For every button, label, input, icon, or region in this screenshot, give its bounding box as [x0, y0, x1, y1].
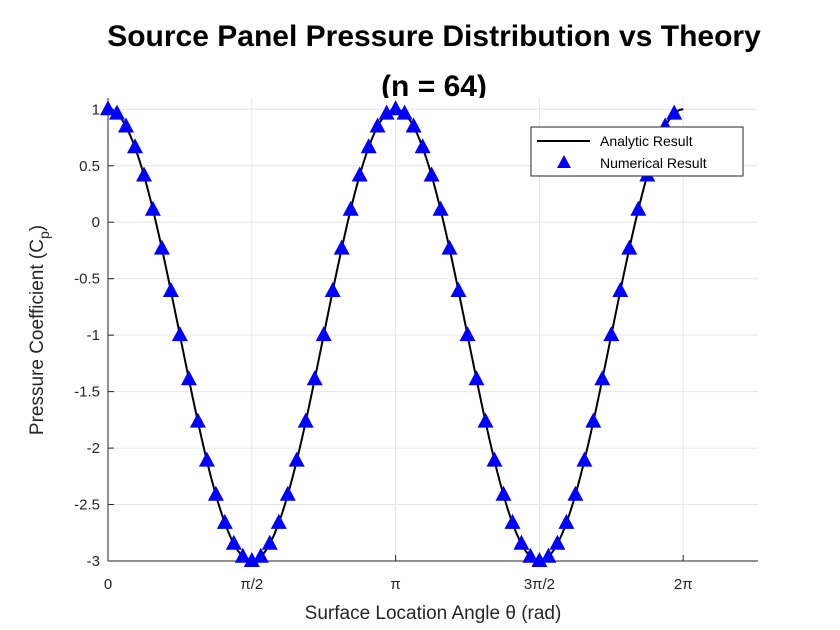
numerical-marker	[540, 547, 557, 563]
numerical-marker	[549, 534, 566, 550]
numerical-marker	[162, 282, 179, 297]
x-axis-label: Surface Location Angle θ (rad)	[305, 603, 562, 624]
numerical-marker	[144, 200, 161, 216]
numerical-marker	[576, 451, 593, 467]
chart-title-line2: (n = 64)	[381, 70, 487, 103]
numerical-marker	[630, 200, 647, 216]
numerical-marker	[441, 239, 458, 255]
numerical-marker	[351, 166, 368, 182]
numerical-marker	[666, 104, 683, 120]
numerical-marker	[387, 100, 404, 116]
y-tick-label: -1.5	[74, 384, 100, 401]
numerical-marker	[243, 552, 260, 567]
numerical-marker	[360, 138, 377, 154]
y-axis-label: Pressure Coefficient (Cp)	[27, 225, 52, 435]
numerical-marker	[153, 239, 170, 255]
numerical-marker	[612, 282, 629, 297]
y-axis-label-main: Pressure Coefficient (C	[27, 239, 48, 435]
legend: Analytic Result Numerical Result	[530, 126, 744, 177]
numerical-marker	[432, 200, 449, 216]
numerical-marker	[486, 451, 503, 467]
y-axis-label-sub: p	[36, 231, 52, 239]
numerical-marker	[603, 326, 620, 342]
y-tick-label: -0.5	[74, 271, 100, 288]
numerical-marker	[621, 239, 638, 255]
numerical-marker	[567, 485, 584, 501]
legend-label-numerical: Numerical Result	[600, 155, 707, 171]
numerical-marker	[477, 412, 494, 428]
numerical-marker	[207, 485, 224, 501]
numerical-marker	[423, 166, 440, 182]
numerical-marker	[100, 100, 116, 116]
numerical-marker	[522, 547, 539, 563]
numerical-marker	[261, 534, 278, 550]
numerical-marker	[585, 412, 602, 428]
numerical-marker	[216, 513, 233, 529]
numerical-marker	[136, 166, 152, 182]
numerical-marker	[459, 326, 476, 342]
numerical-marker	[118, 117, 134, 133]
chart-title-line1: Source Panel Pressure Distribution vs Th…	[107, 20, 761, 53]
numerical-marker	[369, 117, 386, 133]
numerical-marker	[378, 104, 395, 120]
x-tick-label: 2π	[674, 576, 693, 593]
x-tick-label: 0	[104, 576, 112, 593]
numerical-marker	[342, 200, 359, 216]
x-tick-label: π/2	[240, 576, 263, 593]
legend-marker-swatch	[557, 155, 571, 168]
numerical-marker	[180, 370, 197, 386]
numerical-marker	[333, 239, 350, 255]
numerical-marker	[109, 104, 125, 120]
y-axis-label-end: )	[27, 225, 48, 231]
numerical-marker	[297, 412, 314, 428]
tick-labels: 0 π/2 π 3π/2 2π 1 0.5 0 -0.5 -1 -1.5 -2 -2.5 -3	[74, 101, 692, 593]
axes	[107, 98, 758, 562]
x-tick-label: π	[390, 576, 400, 593]
numerical-marker	[396, 104, 413, 120]
numerical-series	[100, 100, 683, 567]
numerical-marker	[225, 534, 242, 550]
numerical-marker	[405, 117, 422, 133]
numerical-marker	[558, 513, 575, 529]
y-tick-label: -1	[87, 327, 100, 344]
numerical-marker	[315, 326, 332, 342]
numerical-marker	[468, 370, 485, 386]
y-tick-label: -2.5	[74, 497, 100, 514]
y-tick-label: 0	[92, 214, 100, 231]
numerical-marker	[279, 485, 296, 501]
numerical-marker	[189, 412, 206, 428]
numerical-marker	[495, 485, 512, 501]
numerical-marker	[324, 282, 341, 297]
numerical-marker	[270, 513, 287, 529]
numerical-marker	[288, 451, 305, 467]
numerical-marker	[414, 138, 431, 154]
numerical-marker	[198, 451, 215, 467]
y-tick-label: 0.5	[79, 158, 100, 175]
numerical-marker	[594, 370, 611, 386]
numerical-marker	[513, 534, 530, 550]
numerical-marker	[306, 370, 323, 386]
numerical-marker	[127, 138, 143, 154]
legend-label-analytic: Analytic Result	[600, 133, 693, 149]
y-tick-label: 1	[92, 101, 100, 118]
numerical-marker	[234, 547, 251, 563]
x-tick-label: 3π/2	[524, 576, 555, 593]
numerical-marker	[252, 547, 269, 563]
numerical-marker	[171, 326, 188, 342]
numerical-marker	[531, 552, 548, 567]
numerical-marker	[450, 282, 467, 297]
y-tick-label: -2	[87, 440, 100, 457]
y-tick-label: -3	[87, 553, 100, 570]
numerical-marker	[504, 513, 521, 529]
